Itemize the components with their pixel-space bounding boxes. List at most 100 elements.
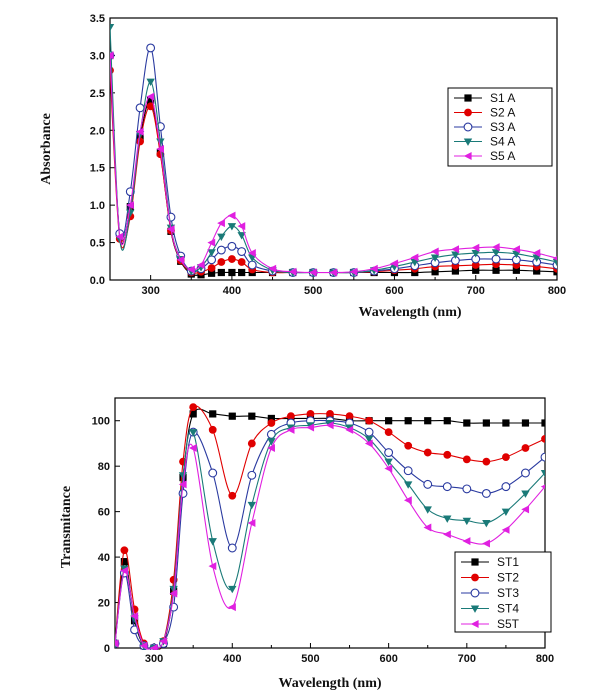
data-point-s5-a [491, 243, 500, 252]
data-point-s4-a [217, 233, 226, 241]
legend-item-s4-a: S4 A [454, 135, 515, 149]
data-point-st4 [188, 429, 198, 437]
y-tick-label: 80 [98, 461, 110, 473]
y-axis-title: Absorbance [39, 113, 54, 185]
y-tick-label: 3.0 [90, 50, 105, 62]
data-point-s4-a [126, 209, 135, 218]
data-point-s5t [139, 641, 148, 650]
data-point-st2 [208, 425, 217, 434]
data-point-s5-a [156, 145, 164, 153]
data-point-s5-a [471, 243, 480, 252]
data-point-s5-a [512, 245, 520, 254]
data-point-s3-a [237, 247, 247, 257]
legend-marker [463, 152, 472, 160]
data-point-st3 [462, 484, 472, 494]
data-point-s5t [345, 425, 354, 434]
x-axis-title: Wavelength (nm) [278, 676, 381, 691]
data-point-s4-a [491, 249, 501, 257]
data-point-s2-a [110, 66, 114, 75]
data-point-s5-a [430, 247, 439, 256]
data-point-st4 [462, 517, 472, 526]
legend-marker [470, 588, 480, 598]
data-point-st2 [345, 412, 354, 421]
data-point-st1 [443, 417, 451, 425]
y-tick-label: 3.5 [90, 13, 105, 25]
y-axis-title: Transmitance [59, 486, 74, 568]
data-point-st2 [228, 491, 237, 500]
data-point-s5-a [390, 259, 399, 268]
data-point-s5t [521, 505, 530, 514]
data-point-st4 [178, 472, 188, 480]
x-tick-label: 600 [379, 653, 397, 665]
legend-marker [471, 573, 479, 582]
data-point-st4 [384, 458, 393, 467]
legend-label: S2 A [490, 106, 515, 120]
data-point-s1-a [207, 269, 216, 277]
legend-label: ST4 [497, 602, 519, 616]
data-point-st1 [209, 410, 217, 418]
y-tick-label: 0.0 [90, 275, 105, 287]
data-point-st3 [501, 482, 511, 492]
data-point-st3 [481, 489, 491, 498]
data-point-st4 [228, 585, 237, 594]
data-point-st3 [540, 452, 545, 462]
data-point-s5t [403, 496, 412, 505]
legend-item-st1: ST1 [461, 555, 519, 569]
x-axis-title: Wavelength (nm) [358, 305, 461, 320]
data-point-st2 [443, 450, 452, 459]
data-point-st2 [462, 455, 471, 464]
data-point-st1 [502, 419, 510, 427]
legend-marker [471, 558, 479, 566]
data-point-s1-a [492, 266, 500, 274]
data-point-s1-a [431, 268, 439, 276]
data-point-s5-a [135, 127, 144, 136]
legend-label: S5 A [490, 149, 515, 163]
data-point-s5t [384, 464, 393, 473]
data-point-s5t [120, 566, 128, 575]
data-point-s2-a [207, 264, 216, 272]
data-point-s4-a [532, 254, 541, 262]
y-tick-label: 2.0 [90, 125, 105, 137]
data-point-s5-a [126, 201, 134, 210]
x-tick-label: 300 [141, 285, 159, 297]
data-point-s4-a [552, 259, 557, 267]
data-point-st1 [228, 412, 236, 420]
data-point-st2 [326, 410, 334, 418]
data-point-s1-a [451, 267, 460, 275]
series-line-s5t [115, 424, 545, 650]
data-point-s3-a [216, 245, 226, 255]
legend-label: S4 A [490, 135, 515, 149]
data-point-s1-a [472, 266, 480, 274]
y-tick-label: 1.0 [90, 200, 105, 212]
y-tick-label: 0 [104, 643, 110, 655]
data-point-s5-a [176, 255, 185, 264]
series-s5t [115, 421, 545, 650]
data-point-st1 [267, 414, 275, 423]
x-tick-label: 300 [145, 653, 163, 665]
data-point-s3-a [135, 103, 145, 113]
data-point-st3 [178, 489, 188, 498]
x-tick-label: 400 [223, 285, 241, 297]
data-point-s5t [482, 539, 490, 548]
data-point-s1-a [228, 268, 236, 277]
data-point-s5-a [552, 256, 557, 261]
legend-item-st2: ST2 [461, 571, 519, 585]
data-point-st3 [364, 427, 374, 437]
data-point-s5t [325, 421, 334, 430]
data-point-s3-a [146, 43, 156, 53]
data-point-s5t [247, 519, 256, 527]
data-point-s5t [208, 562, 217, 571]
data-point-st1 [482, 419, 490, 427]
data-point-s5-a [217, 219, 225, 228]
data-point-s5t [159, 637, 168, 646]
y-tick-label: 60 [98, 507, 110, 519]
data-point-st2 [423, 448, 432, 457]
data-point-s4-a [156, 138, 165, 146]
data-point-s4-a [410, 259, 419, 267]
legend-item-s5t: S5T [461, 617, 520, 631]
data-point-s5t [115, 639, 119, 648]
data-point-s5t [228, 603, 236, 612]
data-point-st2 [306, 410, 315, 418]
data-point-st2 [502, 453, 510, 461]
x-tick-label: 500 [304, 285, 322, 297]
